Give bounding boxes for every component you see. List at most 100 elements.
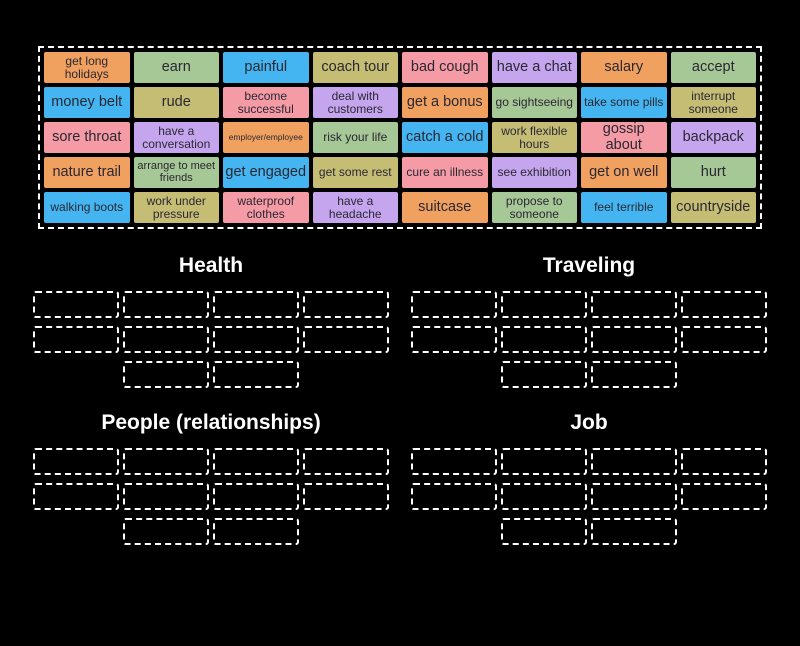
empty-slot[interactable] <box>303 483 389 511</box>
empty-slot[interactable] <box>501 361 587 389</box>
word-tile[interactable]: risk your life <box>312 122 398 153</box>
word-tile-label: take some pills <box>584 95 664 110</box>
empty-slot[interactable] <box>303 448 389 476</box>
word-tile-label: painful <box>244 58 288 75</box>
group-people-relationships: People (relationships) <box>30 410 392 549</box>
word-tile[interactable]: painful <box>223 52 309 83</box>
word-tile[interactable]: have a chat <box>491 52 577 83</box>
word-tile[interactable]: become successful <box>223 87 309 118</box>
word-tile[interactable]: earn <box>133 52 219 83</box>
empty-slot[interactable] <box>591 291 677 319</box>
word-tile-label: work flexible hours <box>501 123 568 151</box>
empty-slot[interactable] <box>123 448 209 476</box>
empty-slot[interactable] <box>411 291 497 319</box>
word-tile[interactable]: employer/employee <box>223 122 309 153</box>
word-tile-label: become successful <box>237 88 294 116</box>
word-tile[interactable]: work flexible hours <box>491 122 577 153</box>
empty-slot[interactable] <box>123 326 209 354</box>
word-tile[interactable]: walking boots <box>44 192 130 223</box>
word-tile[interactable]: take some pills <box>581 87 667 118</box>
empty-slot[interactable] <box>213 361 299 389</box>
word-tile[interactable]: get some rest <box>312 157 398 188</box>
word-tile-label: sore throat <box>52 128 122 145</box>
empty-slot[interactable] <box>591 448 677 476</box>
empty-slot[interactable] <box>681 326 767 354</box>
empty-slot[interactable] <box>303 291 389 319</box>
empty-slot[interactable] <box>33 483 119 511</box>
category-groups: Health Traveling People (relationships) … <box>30 253 770 549</box>
word-tile[interactable]: gossip about <box>581 122 667 153</box>
group-traveling: Traveling <box>408 253 770 392</box>
word-tile-label: money belt <box>51 93 123 110</box>
word-tile[interactable]: interrupt someone <box>670 87 756 118</box>
word-tile[interactable]: money belt <box>44 87 130 118</box>
empty-slot[interactable] <box>123 518 209 546</box>
empty-slot[interactable] <box>681 448 767 476</box>
empty-slot[interactable] <box>123 483 209 511</box>
word-tile[interactable]: waterproof clothes <box>223 192 309 223</box>
word-tile[interactable]: backpack <box>670 122 756 153</box>
empty-slot[interactable] <box>213 518 299 546</box>
empty-slot[interactable] <box>591 326 677 354</box>
group-title-job: Job <box>570 411 608 435</box>
empty-slot[interactable] <box>33 326 119 354</box>
word-tile-label: have a chat <box>496 58 572 75</box>
word-tile[interactable]: rude <box>133 87 219 118</box>
word-tile[interactable]: hurt <box>670 157 756 188</box>
word-tile[interactable]: bad cough <box>402 52 488 83</box>
empty-slot[interactable] <box>591 518 677 546</box>
word-tile[interactable]: countryside <box>670 192 756 223</box>
word-tile[interactable]: see exhibition <box>491 157 577 188</box>
word-tile[interactable]: get engaged <box>223 157 309 188</box>
word-tile[interactable]: have a headache <box>312 192 398 223</box>
word-tile[interactable]: salary <box>581 52 667 83</box>
empty-slot[interactable] <box>33 448 119 476</box>
word-tile[interactable]: get on well <box>581 157 667 188</box>
word-tile-label: nature trail <box>52 163 121 180</box>
word-tile-label: countryside <box>676 198 751 215</box>
word-tile[interactable]: go sightseeing <box>491 87 577 118</box>
word-tile-label: feel terrible <box>594 200 654 215</box>
empty-slot[interactable] <box>303 326 389 354</box>
empty-slot[interactable] <box>501 518 587 546</box>
empty-slot[interactable] <box>591 483 677 511</box>
empty-slot[interactable] <box>681 291 767 319</box>
empty-slot[interactable] <box>591 361 677 389</box>
word-tile[interactable]: deal with customers <box>312 87 398 118</box>
word-tile-label: waterproof clothes <box>237 193 295 221</box>
empty-slot[interactable] <box>213 448 299 476</box>
empty-slot[interactable] <box>123 361 209 389</box>
empty-slot[interactable] <box>213 483 299 511</box>
word-tile[interactable]: sore throat <box>44 122 130 153</box>
word-tile[interactable]: propose to someone <box>491 192 577 223</box>
empty-slot[interactable] <box>411 483 497 511</box>
word-tile-label: get long holidays <box>64 53 109 81</box>
word-tile-label: rude <box>161 93 191 110</box>
empty-slot[interactable] <box>213 326 299 354</box>
word-tile-label: risk your life <box>323 130 388 145</box>
empty-slot[interactable] <box>501 483 587 511</box>
group-slots-health <box>30 287 392 392</box>
word-tile[interactable]: coach tour <box>312 52 398 83</box>
word-tile[interactable]: have a conversation <box>133 122 219 153</box>
empty-slot[interactable] <box>501 448 587 476</box>
word-tile[interactable]: feel terrible <box>581 192 667 223</box>
empty-slot[interactable] <box>33 291 119 319</box>
word-tile[interactable]: suitcase <box>402 192 488 223</box>
empty-slot[interactable] <box>411 326 497 354</box>
word-tile[interactable]: nature trail <box>44 157 130 188</box>
word-tile[interactable]: work under pressure <box>133 192 219 223</box>
word-tile[interactable]: arrange to meet friends <box>133 157 219 188</box>
empty-slot[interactable] <box>501 326 587 354</box>
empty-slot[interactable] <box>123 291 209 319</box>
word-tile[interactable]: get long holidays <box>44 52 130 83</box>
word-tile[interactable]: catch a cold <box>402 122 488 153</box>
word-tile[interactable]: get a bonus <box>402 87 488 118</box>
word-tile[interactable]: accept <box>670 52 756 83</box>
word-tile[interactable]: cure an illness <box>402 157 488 188</box>
empty-slot[interactable] <box>681 483 767 511</box>
group-health: Health <box>30 253 392 392</box>
empty-slot[interactable] <box>411 448 497 476</box>
empty-slot[interactable] <box>501 291 587 319</box>
empty-slot[interactable] <box>213 291 299 319</box>
